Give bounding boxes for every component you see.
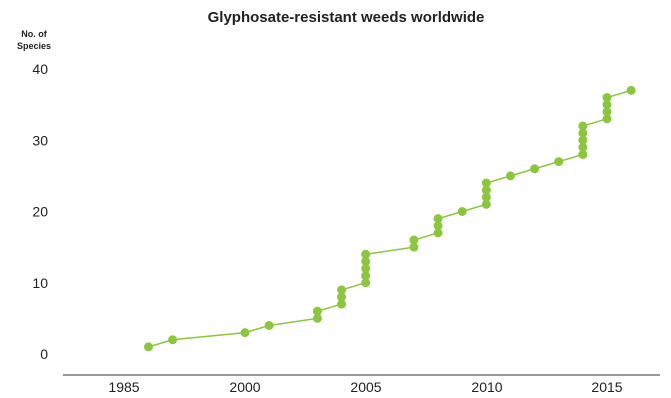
data-point [240,328,250,338]
data-point [337,299,347,309]
chart-title: Glyphosate-resistant weeds worldwide [208,9,485,26]
data-point [433,214,443,224]
data-point [626,85,636,95]
y-tick-label: 40 [32,61,48,77]
data-point [578,121,588,131]
x-tick-label: 2005 [350,379,381,395]
data-point [361,271,371,281]
data-point [337,285,347,295]
data-point [457,207,467,216]
data-point [433,228,443,238]
data-point [554,157,564,167]
data-point [361,278,371,288]
data-point [481,178,491,188]
y-tick-labels: 0 10 20 30 40 [32,61,48,362]
y-axis-label-line2: Species [17,41,51,51]
data-point [143,342,153,352]
x-tick-label: 2000 [229,379,260,395]
data-point [409,242,419,252]
data-point [530,164,540,174]
y-tick-label: 10 [32,275,48,291]
data-point [312,313,322,323]
y-tick-label: 0 [40,346,48,362]
data-point [481,199,491,209]
y-tick-label: 30 [32,132,48,148]
data-point [361,256,371,266]
y-axis-label-line1: No. of [21,29,47,39]
x-tick-labels: 1985 2000 2005 2010 2015 [108,379,622,395]
data-point [505,171,515,181]
data-point [361,264,371,273]
x-tick-label: 1985 [108,379,139,395]
data-point [337,292,347,302]
data-point [578,142,588,152]
data-point [361,249,371,259]
data-point [578,135,588,145]
data-point [433,221,443,231]
data-point [602,107,612,117]
data-point [602,100,612,110]
data-point [602,114,612,124]
data-point [578,128,588,138]
data-point [312,306,322,316]
y-tick-label: 20 [32,204,48,220]
data-point [578,150,588,159]
data-point [264,321,274,330]
data-point [168,335,178,345]
series-layer [143,85,636,352]
data-point [602,93,612,102]
data-point [481,185,491,195]
x-tick-label: 2010 [471,379,502,395]
data-point [481,192,491,202]
x-tick-label: 2015 [591,379,622,395]
series-line [148,89,632,348]
data-point [409,235,419,245]
